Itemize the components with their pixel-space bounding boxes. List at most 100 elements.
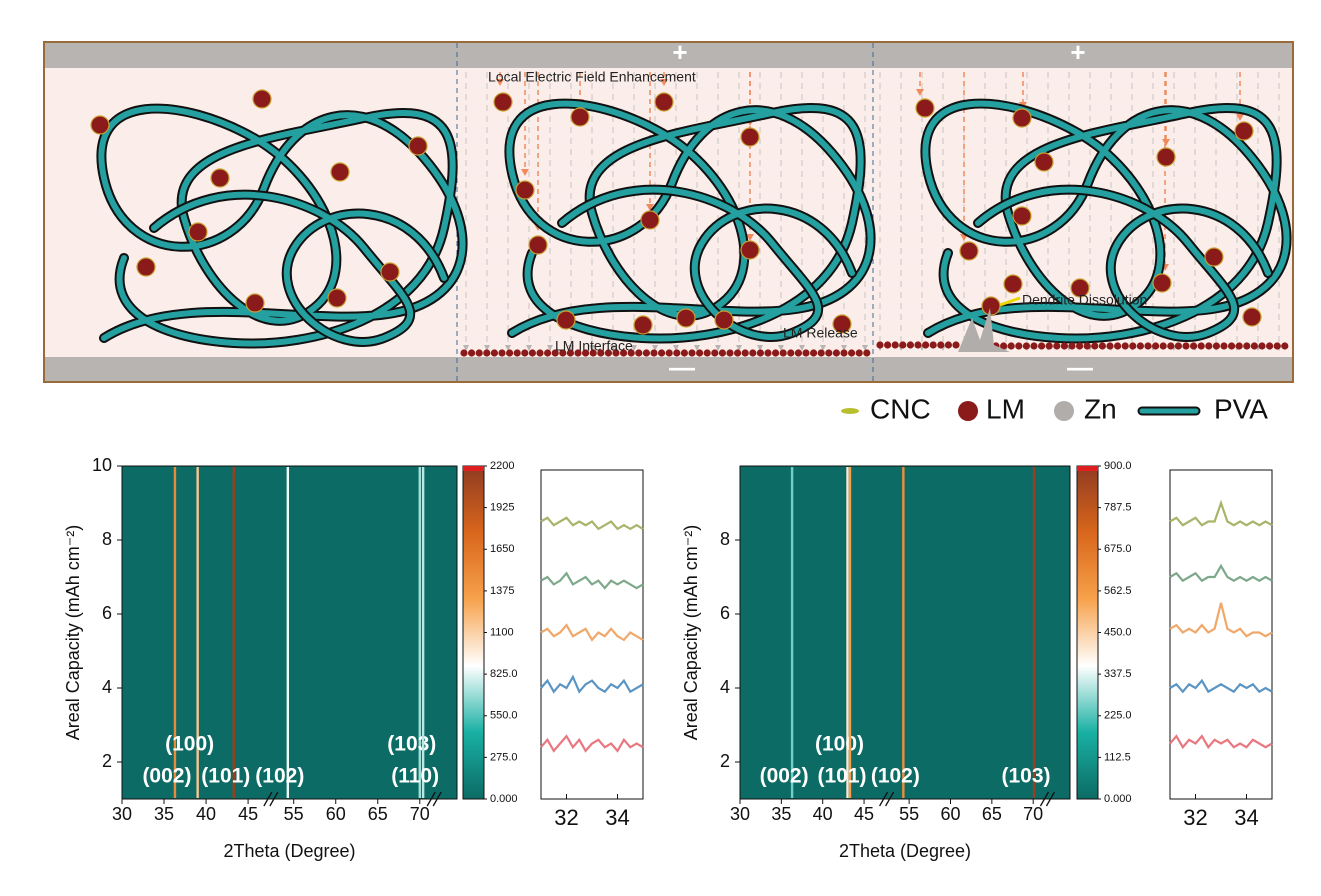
colorbar-tick-label: 1100	[490, 626, 514, 638]
lm-droplet	[740, 240, 760, 260]
peak-line	[421, 467, 425, 798]
lm-interface-dot	[1000, 342, 1008, 350]
lm-interface-dot	[741, 349, 749, 357]
lm-droplet	[1003, 274, 1023, 294]
lm-interface-dot	[1053, 342, 1061, 350]
inset-x-tick-label: 32	[1183, 805, 1207, 830]
peak-label: (002)	[142, 765, 191, 788]
lm-interface-dot	[891, 341, 899, 349]
peak-line	[418, 467, 421, 798]
annotation: Dendrite Dissolution	[1022, 292, 1147, 308]
lm-interface-dot	[749, 349, 757, 357]
x-tick-label: 30	[112, 804, 132, 824]
colorbar-tick-label: 1925	[490, 502, 514, 514]
lm-interface-dot	[756, 349, 765, 357]
legend-label: PVA	[1214, 393, 1268, 424]
field-arrow	[715, 345, 721, 351]
legend-label: CNC	[870, 393, 931, 424]
lm-droplet	[245, 293, 265, 313]
lm-interface-dot	[734, 349, 742, 357]
lm-interface-dot	[726, 349, 734, 357]
x-tick-label: 40	[813, 804, 833, 824]
field-arrow	[496, 79, 504, 86]
lm-droplet	[640, 210, 660, 230]
lm-interface-dot	[1258, 342, 1266, 350]
x-tick-label: 70	[1023, 804, 1043, 824]
axis-break	[426, 791, 436, 807]
x-tick-label: 55	[899, 804, 919, 824]
heatmap-background	[739, 465, 1071, 800]
lm-interface-dot	[718, 349, 727, 357]
frame	[43, 41, 1294, 383]
peak-line	[902, 467, 905, 798]
lm-interface-dot	[1106, 342, 1114, 350]
colorbar	[1076, 465, 1099, 800]
colorbar-tick-label: 900.0	[1104, 460, 1132, 472]
lm-interface-dot	[703, 349, 711, 357]
peak-line	[196, 467, 199, 798]
field-arrow	[916, 89, 924, 96]
field-arrow	[610, 345, 616, 351]
colorbar-tick-label: 225.0	[1104, 710, 1132, 722]
inset-trace	[540, 734, 644, 753]
lm-interface-dot	[764, 349, 772, 357]
field-arrow	[646, 204, 654, 211]
lm-interface-dot	[574, 349, 582, 357]
field-arrow	[521, 169, 529, 176]
minus-sign: —	[1067, 352, 1093, 382]
lm-interface-dot	[680, 349, 689, 357]
inset-trace	[1169, 678, 1273, 694]
lm-interface-dot	[1235, 342, 1243, 350]
lm-interface-dot	[1266, 342, 1274, 350]
field-arrow	[484, 345, 490, 351]
lm-interface-dot	[848, 349, 856, 357]
lm-droplet	[654, 92, 674, 112]
lm-interface-dot	[460, 349, 468, 357]
field-arrow	[799, 345, 805, 351]
field-arrow	[547, 345, 553, 351]
colorbar-tick-label: 675.0	[1104, 543, 1132, 555]
x-tick-label: 40	[196, 804, 216, 824]
lm-interface-dot	[906, 341, 915, 349]
lm-interface-dot	[1228, 342, 1236, 350]
peak-label: (101)	[201, 765, 250, 788]
x-tick-label: 65	[982, 804, 1002, 824]
lm-interface-dot	[1250, 342, 1258, 350]
lm-interface-dot	[1083, 342, 1091, 350]
y-axis-label: Areal Capacity (mAh cm⁻²)	[63, 525, 83, 741]
field-arrow	[820, 345, 826, 351]
peak-label: (103)	[1002, 765, 1051, 788]
field-arrow	[631, 345, 637, 351]
colorbar-tick-label: 825.0	[490, 668, 518, 680]
lm-interface-dot	[1159, 342, 1167, 350]
lm-interface-dot	[929, 341, 937, 349]
lm-interface-dot	[475, 349, 483, 357]
axis-break	[263, 791, 273, 807]
x-tick-label: 60	[940, 804, 960, 824]
minus-sign: —	[669, 352, 695, 382]
lm-interface-dot	[810, 349, 818, 357]
peak-label: (102)	[871, 765, 920, 788]
colorbar-tick-label: 0.000	[1104, 793, 1132, 805]
x-tick-label: 60	[326, 804, 346, 824]
peak-line	[232, 467, 235, 798]
lm-droplet	[1152, 273, 1172, 293]
axis-break	[269, 791, 279, 807]
legend-symbol	[958, 401, 978, 421]
lm-interface-dot	[1015, 342, 1023, 350]
axis-break	[1045, 791, 1056, 807]
colorbar-tick-label: 112.5	[1104, 751, 1131, 763]
lm-interface-dot	[673, 349, 681, 357]
lm-droplet	[633, 315, 653, 335]
lm-interface-dot	[855, 349, 863, 357]
field-arrow	[660, 79, 668, 86]
lm-interface-dot	[536, 349, 544, 357]
lm-droplet	[408, 136, 428, 156]
lm-droplet	[210, 168, 230, 188]
inset-frame	[1169, 469, 1273, 800]
lm-interface-dot	[604, 349, 613, 357]
y-tick-label: 6	[720, 603, 730, 623]
lm-droplet	[1012, 108, 1032, 128]
lm-interface-dot	[1098, 342, 1106, 350]
